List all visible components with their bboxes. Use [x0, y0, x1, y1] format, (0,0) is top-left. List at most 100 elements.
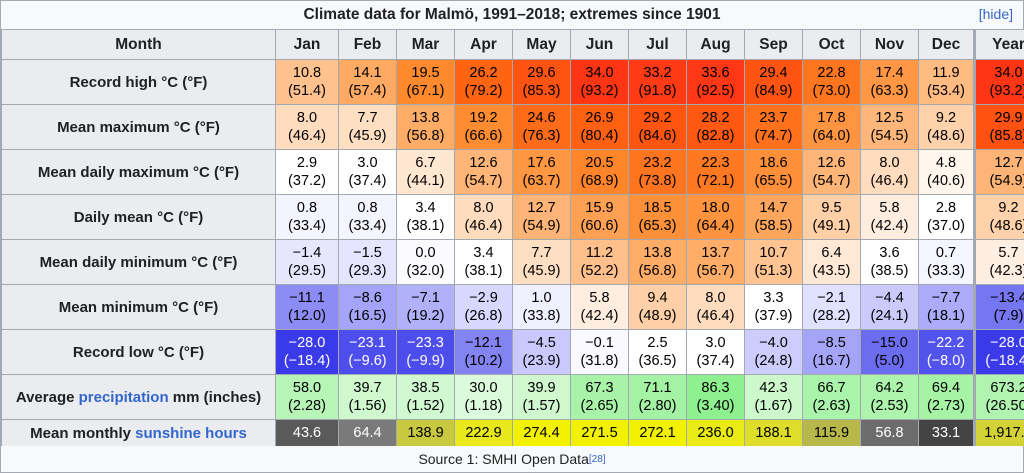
data-cell: 39.9 (1.57) [512, 374, 571, 420]
data-cell: 26.9 (80.4) [570, 104, 629, 150]
imperial-value: (48.6) [927, 128, 965, 144]
metric-value: 33.6 [701, 65, 730, 81]
data-cell: 14.7 (58.5) [744, 194, 803, 240]
metric-value: 0.8 [357, 200, 378, 216]
table-row: Mean daily maximum °C (°F) 2.9 (37.2) 3.0 (3… [1, 149, 1024, 195]
imperial-value: (1.57) [522, 398, 561, 414]
metric-value: 10.7 [759, 245, 788, 261]
metric-value: 56.8 [875, 425, 904, 441]
imperial-value: (40.6) [927, 173, 965, 189]
imperial-value: (93.2) [989, 83, 1024, 99]
metric-value: 23.2 [643, 155, 672, 171]
imperial-value: (38.5) [870, 263, 909, 279]
metric-value: 64.2 [875, 380, 904, 396]
metric-value: 29.6 [527, 65, 556, 81]
metric-value: 39.7 [353, 380, 382, 396]
imperial-value: (32.0) [406, 263, 445, 279]
imperial-value: (65.3) [638, 218, 677, 234]
data-cell: −12.1 (10.2) [454, 329, 513, 375]
imperial-value: (37.4) [696, 353, 735, 369]
imperial-value: (29.3) [348, 263, 387, 279]
data-cell: 9.2 (48.6) [918, 104, 975, 150]
data-cell: −11.1 (12.0) [275, 284, 339, 330]
metric-value: 12.6 [817, 155, 846, 171]
imperial-value: (73.8) [638, 173, 677, 189]
metric-value: 22.8 [817, 65, 846, 81]
metric-value: 26.2 [469, 65, 498, 81]
imperial-value: (82.8) [696, 128, 735, 144]
imperial-value: (1.56) [348, 398, 387, 414]
imperial-value: (26.8) [464, 308, 503, 324]
imperial-value: (16.5) [348, 308, 387, 324]
imperial-value: (57.4) [348, 83, 387, 99]
data-cell: −23.1 (−9.6) [338, 329, 397, 375]
table-row: Daily mean °C (°F) 0.8 (33.4) 0.8 (33.4) 3.4 (… [1, 194, 1024, 240]
imperial-value: (42.4) [870, 218, 909, 234]
metric-value: −23.1 [349, 335, 386, 351]
metric-value: −1.5 [353, 245, 382, 261]
metric-value: 42.3 [759, 380, 788, 396]
row-label-link[interactable]: precipitation [78, 388, 169, 406]
imperial-value: (16.7) [812, 353, 851, 369]
month-header-sep: Sep [744, 29, 803, 60]
metric-value: 5.8 [879, 200, 900, 216]
imperial-value: (2.80) [638, 398, 677, 414]
imperial-value: (37.0) [927, 218, 965, 234]
metric-value: 12.7 [527, 200, 556, 216]
imperial-value: (37.9) [754, 308, 793, 324]
metric-value: 19.2 [469, 110, 498, 126]
imperial-value: (80.4) [580, 128, 619, 144]
metric-value: 8.0 [879, 155, 900, 171]
imperial-value: (56.7) [696, 263, 735, 279]
data-cell: 8.0 (46.4) [686, 284, 745, 330]
imperial-value: (28.2) [812, 308, 851, 324]
month-header-feb: Feb [338, 29, 397, 60]
data-cell: 15.9 (60.6) [570, 194, 629, 240]
metric-value: −4.4 [875, 290, 904, 306]
imperial-value: (48.9) [638, 308, 677, 324]
metric-value: 11.2 [585, 245, 614, 261]
row-label-prefix: Average [15, 388, 79, 406]
data-cell: 23.7 (74.7) [744, 104, 803, 150]
imperial-value: (74.7) [754, 128, 793, 144]
month-header-jan: Jan [275, 29, 339, 60]
imperial-value: (24.1) [870, 308, 909, 324]
data-cell: 2.9 (37.2) [275, 149, 339, 195]
metric-value: 115.9 [813, 425, 850, 441]
imperial-value: (66.6) [464, 128, 503, 144]
data-cell: 43.6 [275, 419, 339, 447]
metric-value: −28.0 [990, 335, 1024, 351]
table-caption: Climate data for Malmö, 1991–2018; extre… [1, 1, 1023, 29]
month-header: Month [1, 29, 276, 60]
imperial-value: (63.7) [522, 173, 561, 189]
data-cell: −4.5 (23.9) [512, 329, 571, 375]
data-cell: 19.2 (66.6) [454, 104, 513, 150]
metric-value: 12.6 [469, 155, 498, 171]
data-cell: 18.5 (65.3) [628, 194, 687, 240]
metric-value: 17.6 [527, 155, 556, 171]
hide-toggle-link[interactable]: [hide] [978, 6, 1013, 22]
metric-value: −8.6 [353, 290, 382, 306]
data-cell: 115.9 [802, 419, 861, 447]
metric-value: 1.0 [531, 290, 552, 306]
imperial-value: (29.5) [288, 263, 326, 279]
metric-value: 15.9 [585, 200, 614, 216]
data-cell: 0.0 (32.0) [396, 239, 455, 285]
metric-value: 272.1 [639, 425, 676, 441]
imperial-value: (93.2) [580, 83, 619, 99]
imperial-value: (72.1) [696, 173, 735, 189]
imperial-value: (23.9) [522, 353, 561, 369]
source-ref-link[interactable]: [28] [588, 453, 606, 465]
caption-text: Climate data for Malmö, 1991–2018; extre… [303, 6, 721, 23]
row-label-link[interactable]: sunshine hours [135, 424, 247, 442]
data-cell: 58.0 (2.28) [275, 374, 339, 420]
data-cell: 236.0 [686, 419, 745, 447]
header-row: Month Jan Feb Mar Apr May Jun Jul Aug Sep Oct Nov D… [1, 29, 1024, 60]
data-cell: 26.2 (79.2) [454, 59, 513, 105]
imperial-value: (91.8) [638, 83, 677, 99]
table-row: Mean monthly sunshine hours 43.6 64.4 138.9… [1, 419, 1024, 447]
imperial-value: (18.1) [927, 308, 965, 324]
data-cell: 13.8 (56.8) [396, 104, 455, 150]
row-label: Record high °C (°F) [1, 59, 276, 105]
metric-value: 10.8 [292, 65, 322, 81]
